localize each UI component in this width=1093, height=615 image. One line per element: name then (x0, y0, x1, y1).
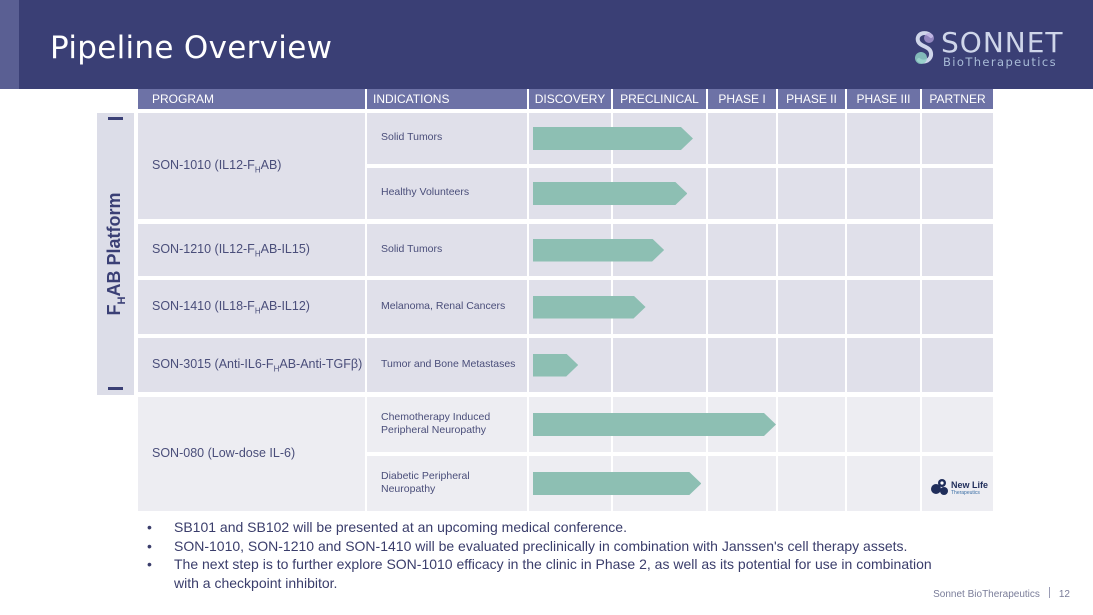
stage-cell-phase-iii (847, 338, 920, 392)
bullet-marker: • (147, 537, 152, 554)
column-header-phase-i: PHASE I (708, 89, 776, 109)
stage-cell-phase-iii (847, 224, 920, 276)
stage-cell-phase-iii (847, 168, 920, 219)
stage-cell-phase-i (708, 113, 776, 164)
progress-bar (533, 239, 664, 262)
platform-label: FHAB Platform (104, 192, 128, 316)
partner-logo-new-life: New Life Therapeutics (930, 476, 990, 498)
stage-cell-phase-i (708, 280, 776, 334)
stage-cell-phase-iii (847, 113, 920, 164)
stage-cell-phase-iii (847, 397, 920, 452)
new-life-molecule-icon (931, 479, 948, 495)
stage-cell-phase-ii (778, 113, 845, 164)
program-cell: SON-1410 (IL18-FHAB-IL12) (138, 280, 365, 334)
stage-cell-phase-ii (778, 280, 845, 334)
column-header-phase-ii: PHASE II (778, 89, 845, 109)
indication-cell: Tumor and Bone Metastases (367, 338, 527, 392)
progress-bar (533, 182, 687, 205)
sonnet-swirl-icon (915, 31, 934, 64)
page-number: 12 (1058, 589, 1070, 600)
stage-cell-phase-i (708, 168, 776, 219)
footer-company: Sonnet BioTherapeutics (933, 589, 1040, 600)
platform-side-panel (97, 113, 134, 395)
program-cell: SON-1010 (IL12-FHAB) (138, 113, 365, 219)
stage-cell-partner (922, 280, 993, 334)
logo-tagline: BioTherapeutics (943, 55, 1057, 69)
indication-name: Melanoma, Renal Cancers (381, 299, 506, 312)
stage-cell-phase-ii (778, 456, 845, 511)
stage-cell-partner (922, 338, 993, 392)
indication-cell: Diabetic Peripheral Neuropathy (367, 456, 527, 511)
company-logo: SONNET BioTherapeutics (913, 26, 1073, 70)
column-header-indications: INDICATIONS (367, 89, 527, 109)
stage-cell-phase-i (708, 456, 776, 511)
program-cell: SON-1210 (IL12-FHAB-IL15) (138, 224, 365, 276)
progress-bar (533, 296, 646, 319)
stage-cell-phase-iii (847, 280, 920, 334)
program-name: SON-080 (Low-dose IL-6) (152, 446, 296, 460)
indication-cell: Chemotherapy Induced Peripheral Neuropath… (367, 397, 527, 452)
progress-bar (533, 413, 776, 436)
pipeline-table: PROGRAM INDICATIONS DISCOVERY PRECLINICAL PH… (138, 89, 995, 515)
platform-top-tick (108, 117, 123, 120)
stage-cell-partner (922, 397, 993, 452)
column-header-discovery: DISCOVERY (529, 89, 611, 109)
program-name: SON-3015 (Anti-IL6-FHAB-Anti-TGFβ) (152, 357, 363, 374)
stage-cell-phase-ii (778, 338, 845, 392)
indication-cell: Solid Tumors (367, 113, 527, 164)
stage-cell-phase-ii (778, 224, 845, 276)
partner-name: New Life (951, 480, 989, 490)
stage-cell-partner (922, 168, 993, 219)
program-name: SON-1210 (IL12-FHAB-IL15) (152, 242, 310, 259)
partner-tagline: Therapeutics (951, 490, 980, 496)
column-header-partner: PARTNER (922, 89, 993, 109)
progress-bar (533, 127, 693, 150)
indication-cell: Solid Tumors (367, 224, 527, 276)
platform-bottom-tick (108, 387, 123, 390)
footer-divider (1048, 587, 1050, 598)
slide-header: Pipeline Overview SONNET BioTherapeutics (0, 0, 1093, 89)
bullet-item: • SB101 and SB102 will be presented at an… (147, 518, 947, 537)
stage-cell-partner (922, 224, 993, 276)
program-name: SON-1010 (IL12-FHAB) (152, 158, 282, 175)
progress-bar (533, 472, 701, 495)
bullet-item: • The next step is to further explore SON… (147, 555, 947, 592)
slide-footer: Sonnet BioTherapeutics 12 (933, 587, 1070, 600)
indication-name: Healthy Volunteers (381, 186, 470, 198)
program-name: SON-1410 (IL18-FHAB-IL12) (152, 299, 310, 316)
column-header-program: PROGRAM (138, 89, 365, 109)
indication-name: Diabetic Peripheral Neuropathy (381, 469, 470, 495)
stage-cell-phase-iii (847, 456, 920, 511)
stage-cell-phase-i (708, 338, 776, 392)
column-header-phase-iii: PHASE III (847, 89, 920, 109)
indication-name: Tumor and Bone Metastases (381, 357, 516, 370)
indication-name: Solid Tumors (381, 131, 443, 143)
indication-cell: Healthy Volunteers (367, 168, 527, 219)
indication-name: Solid Tumors (381, 242, 443, 255)
progress-bar (533, 354, 578, 377)
bullet-text: SON-1010, SON-1210 and SON-1410 will be … (174, 537, 908, 554)
stage-cell-phase-i (708, 224, 776, 276)
bullet-marker: • (147, 519, 152, 535)
indication-cell: Melanoma, Renal Cancers (367, 280, 527, 334)
stage-cell-preclinical (613, 338, 706, 392)
program-cell: SON-3015 (Anti-IL6-FHAB-Anti-TGFβ) (138, 338, 365, 392)
column-header-preclinical: PRECLINICAL (613, 89, 706, 109)
stage-cell-partner (922, 456, 993, 511)
program-cell: SON-080 (Low-dose IL-6) (138, 397, 365, 511)
indication-name: Chemotherapy Induced Peripheral Neuropath… (381, 410, 491, 436)
page-title: Pipeline Overview (50, 30, 333, 66)
stage-cell-partner (922, 113, 993, 164)
stage-cell-phase-ii (778, 397, 845, 452)
notes-bullet-list: • SB101 and SB102 will be presented at an… (147, 518, 947, 592)
header-accent-bar (0, 0, 19, 89)
stage-cell-phase-ii (778, 168, 845, 219)
bullet-item: • SON-1010, SON-1210 and SON-1410 will be… (147, 537, 947, 556)
logo-wordmark: SONNET (941, 26, 1064, 59)
bullet-text: The next step is to further explore SON-… (174, 556, 932, 591)
bullet-marker: • (147, 556, 152, 572)
bullet-text: SB101 and SB102 will be presented at an … (174, 519, 627, 535)
